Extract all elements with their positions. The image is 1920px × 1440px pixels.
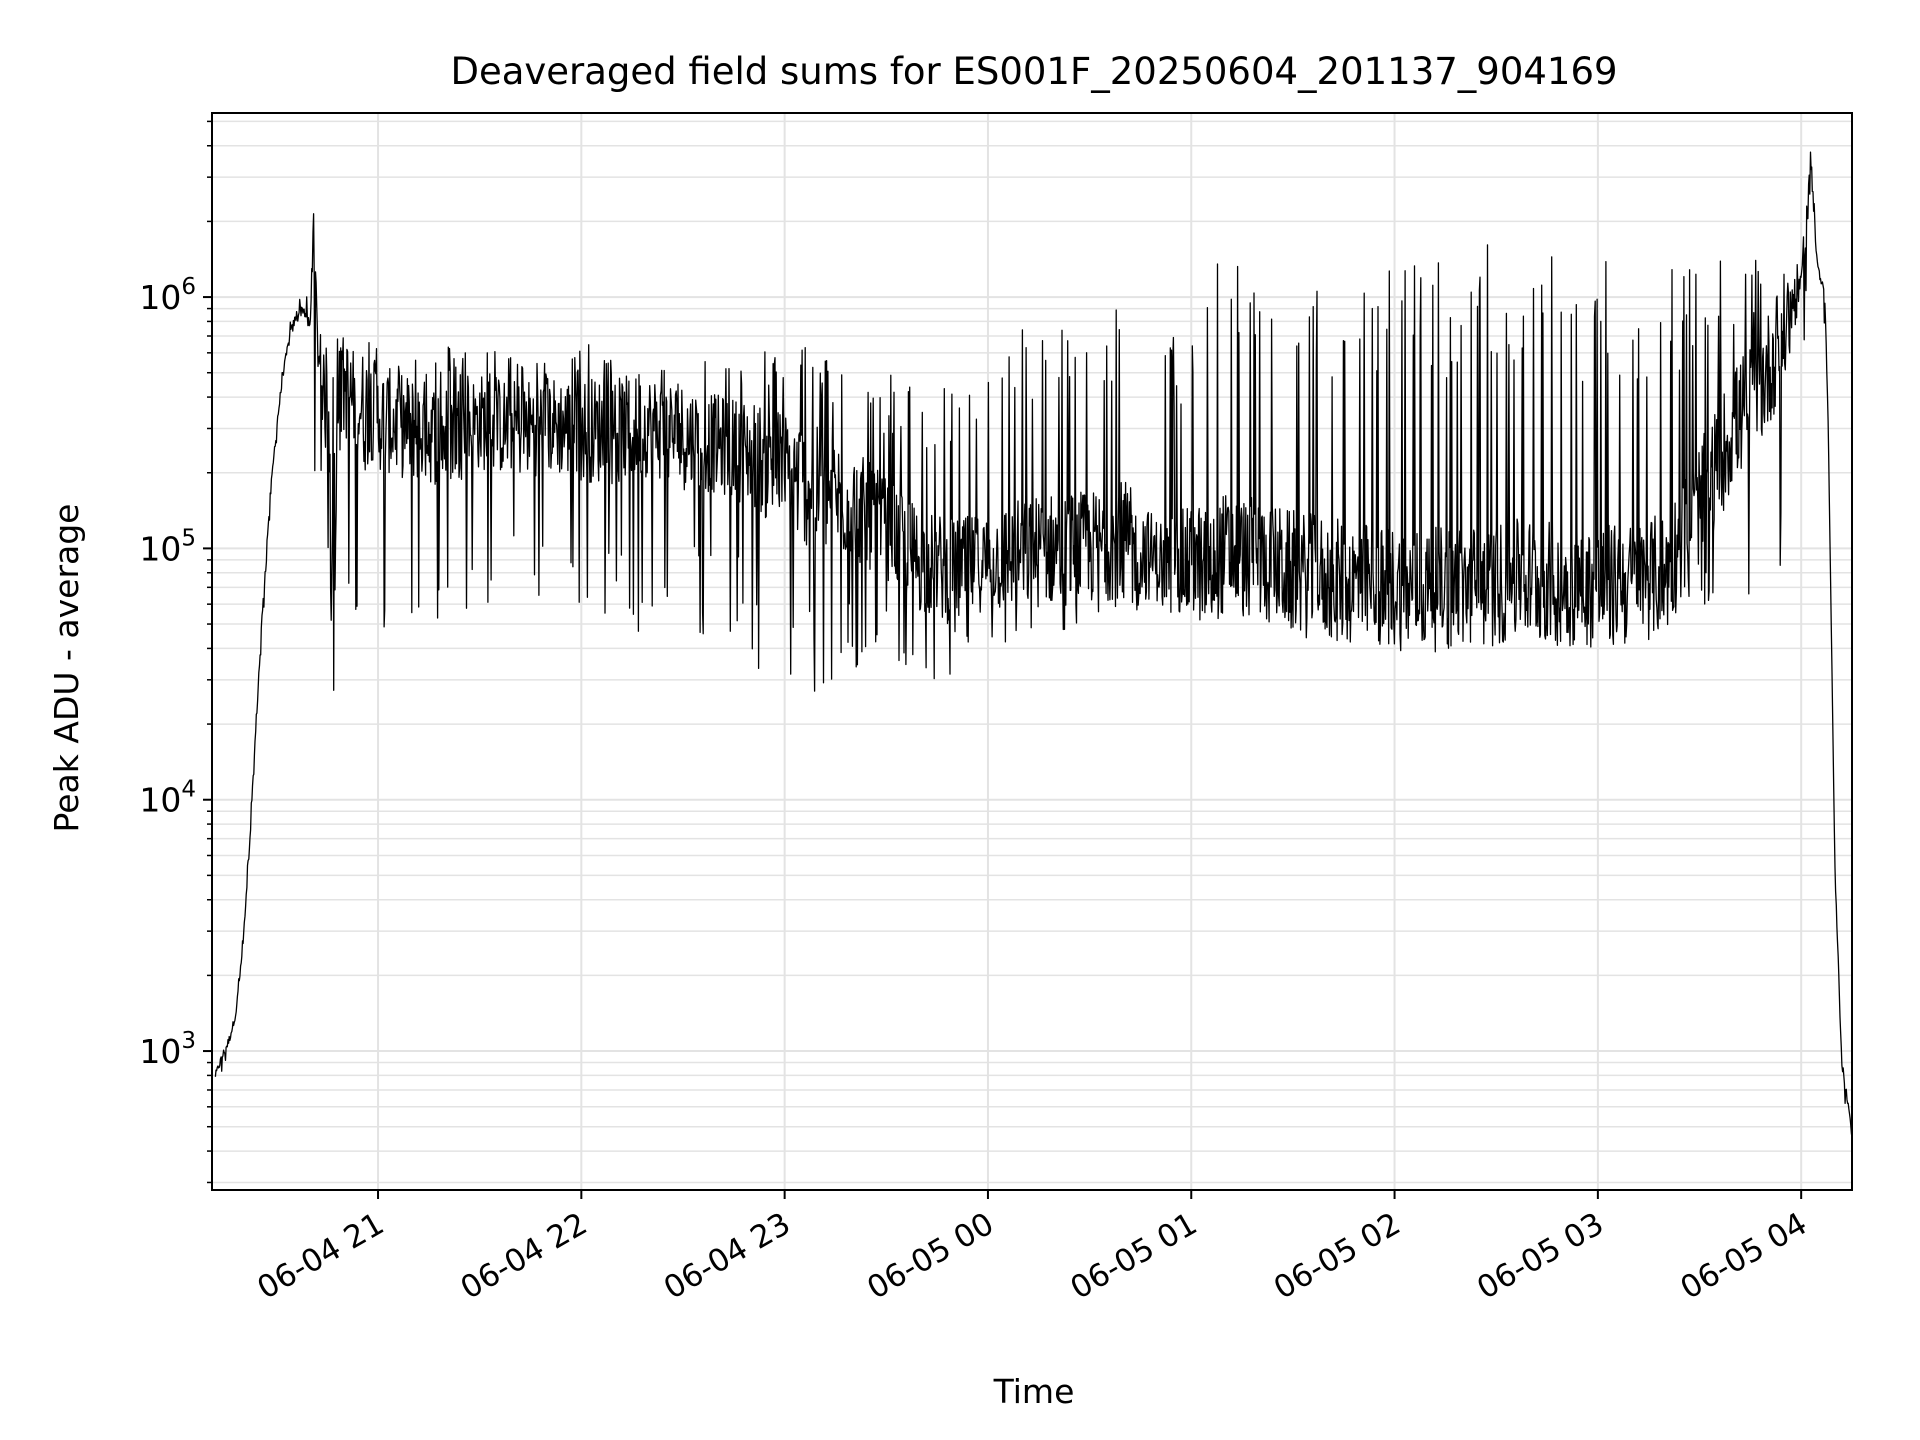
y-tick-label: 103 [139,1028,196,1071]
x-axis-label: Time [993,1372,1075,1411]
y-tick-label: 106 [139,274,196,317]
y-tick-label-base: 10 [139,1032,181,1071]
y-tick-label-base: 10 [139,278,181,317]
series-line [214,151,1852,1138]
y-tick-label-exponent: 5 [181,525,196,551]
y-tick-label-exponent: 3 [181,1028,196,1054]
y-tick-label-exponent: 6 [181,274,196,300]
y-tick-label-base: 10 [139,781,181,820]
data-area [214,151,1852,1138]
y-axis-label: Peak ADU - average [47,504,86,833]
y-tick-label-base: 10 [139,529,181,568]
y-tick-label: 105 [139,525,196,568]
chart-title: Deaveraged field sums for ES001F_2025060… [450,50,1617,93]
plot-area-frame [211,112,1853,1191]
y-tick-label: 104 [139,777,196,820]
y-tick-label-exponent: 4 [181,777,196,803]
